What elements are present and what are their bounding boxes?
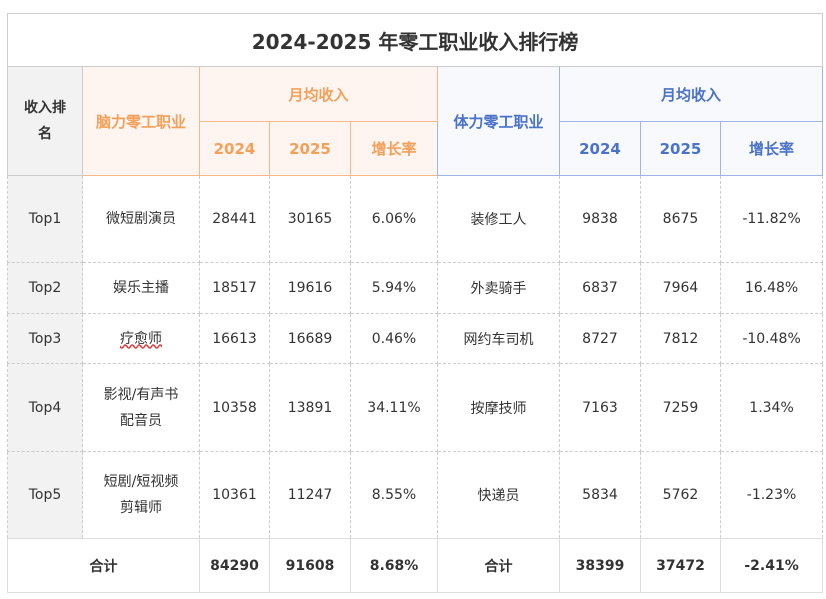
physical-job: 快递员 [437,451,560,539]
mental-monthly-header: 月均收入 [199,66,438,122]
rank-cell: Top2 [7,262,83,314]
total-physical-label: 合计 [437,538,560,593]
physical-job: 装修工人 [437,175,560,263]
physical-2025: 7964 [640,262,721,314]
total-physical-growth: -2.41% [719,538,824,593]
mental-2025: 13891 [269,363,351,452]
mental-2025: 16689 [269,313,351,364]
physical-2024: 5834 [559,451,641,539]
physical-job: 外卖骑手 [437,262,560,314]
table-row: Top4 影视/有声书配音员 10358 13891 34.11% 按摩技师 7163 725… [7,363,824,452]
mental-2024: 10358 [199,363,270,452]
rank-cell: Top1 [7,175,83,263]
total-mental-2025: 91608 [269,538,351,593]
mental-growth: 5.94% [350,262,438,314]
mental-2024: 28441 [199,175,270,263]
physical-growth: -10.48% [719,313,824,364]
rank-cell: Top4 [7,363,83,452]
rank-header: 收入排名 [7,66,83,176]
total-label: 合计 [7,538,200,593]
physical-job: 按摩技师 [437,363,560,452]
table-row: Top3 疗愈师 16613 16689 0.46% 网约车司机 8727 7812 -10.4… [7,313,824,364]
total-mental-growth: 8.68% [350,538,438,593]
total-physical-2024: 38399 [559,538,641,593]
mental-2024: 18517 [199,262,270,314]
physical-2024-header: 2024 [559,121,641,176]
physical-2024: 9838 [559,175,641,263]
physical-2025: 8675 [640,175,721,263]
mental-2024: 10361 [199,451,270,539]
mental-2025: 19616 [269,262,351,314]
mental-growth: 8.55% [350,451,438,539]
physical-job: 网约车司机 [437,313,560,364]
mental-job-header: 脑力零工职业 [82,66,200,176]
mental-2024-header: 2024 [199,121,270,176]
mental-2024: 16613 [199,313,270,364]
physical-job-header: 体力零工职业 [437,66,560,176]
physical-2024: 8727 [559,313,641,364]
mental-job: 微短剧演员 [82,175,200,263]
mental-growth: 0.46% [350,313,438,364]
mental-growth-header: 增长率 [350,121,438,176]
mental-job: 短剧/短视频剪辑师 [82,451,200,539]
physical-growth: -11.82% [719,175,824,263]
physical-2025-header: 2025 [640,121,721,176]
physical-growth-header: 增长率 [719,121,824,176]
total-physical-2025: 37472 [640,538,721,593]
physical-growth: 1.34% [719,363,824,452]
physical-growth: -1.23% [719,451,824,539]
mental-2025-header: 2025 [269,121,351,176]
mental-2025: 11247 [269,451,351,539]
total-mental-2024: 84290 [199,538,270,593]
rank-cell: Top5 [7,451,83,539]
mental-job: 疗愈师 [82,313,200,364]
physical-2024: 7163 [559,363,641,452]
rank-cell: Top3 [7,313,83,364]
table-row: Top2 娱乐主播 18517 19616 5.94% 外卖骑手 6837 7964 16.48… [7,262,824,314]
table-row: Top1 微短剧演员 28441 30165 6.06% 装修工人 9838 8675 -11.… [7,175,824,263]
table-title: 2024-2025 年零工职业收入排行榜 [6,13,824,67]
physical-growth: 16.48% [719,262,824,314]
table-row: Top5 短剧/短视频剪辑师 10361 11247 8.55% 快递员 5834 5762-… [7,451,824,539]
total-row: 合计 84290 91608 8.68% 合计 38399 37472 -2.4… [7,538,824,593]
mental-job: 影视/有声书配音员 [82,363,200,452]
physical-2025: 5762 [640,451,721,539]
mental-2025: 30165 [269,175,351,263]
physical-2025: 7259 [640,363,721,452]
mental-growth: 6.06% [350,175,438,263]
physical-2025: 7812 [640,313,721,364]
mental-job: 娱乐主播 [82,262,200,314]
physical-2024: 6837 [559,262,641,314]
physical-monthly-header: 月均收入 [558,66,824,122]
income-ranking-table-container: 2024-2025 年零工职业收入排行榜 收入排名 脑力零工职业 月均收入 体力… [6,13,824,593]
mental-growth: 34.11% [350,363,438,452]
income-ranking-table: 2024-2025 年零工职业收入排行榜 收入排名 脑力零工职业 月均收入 体力… [6,13,824,593]
